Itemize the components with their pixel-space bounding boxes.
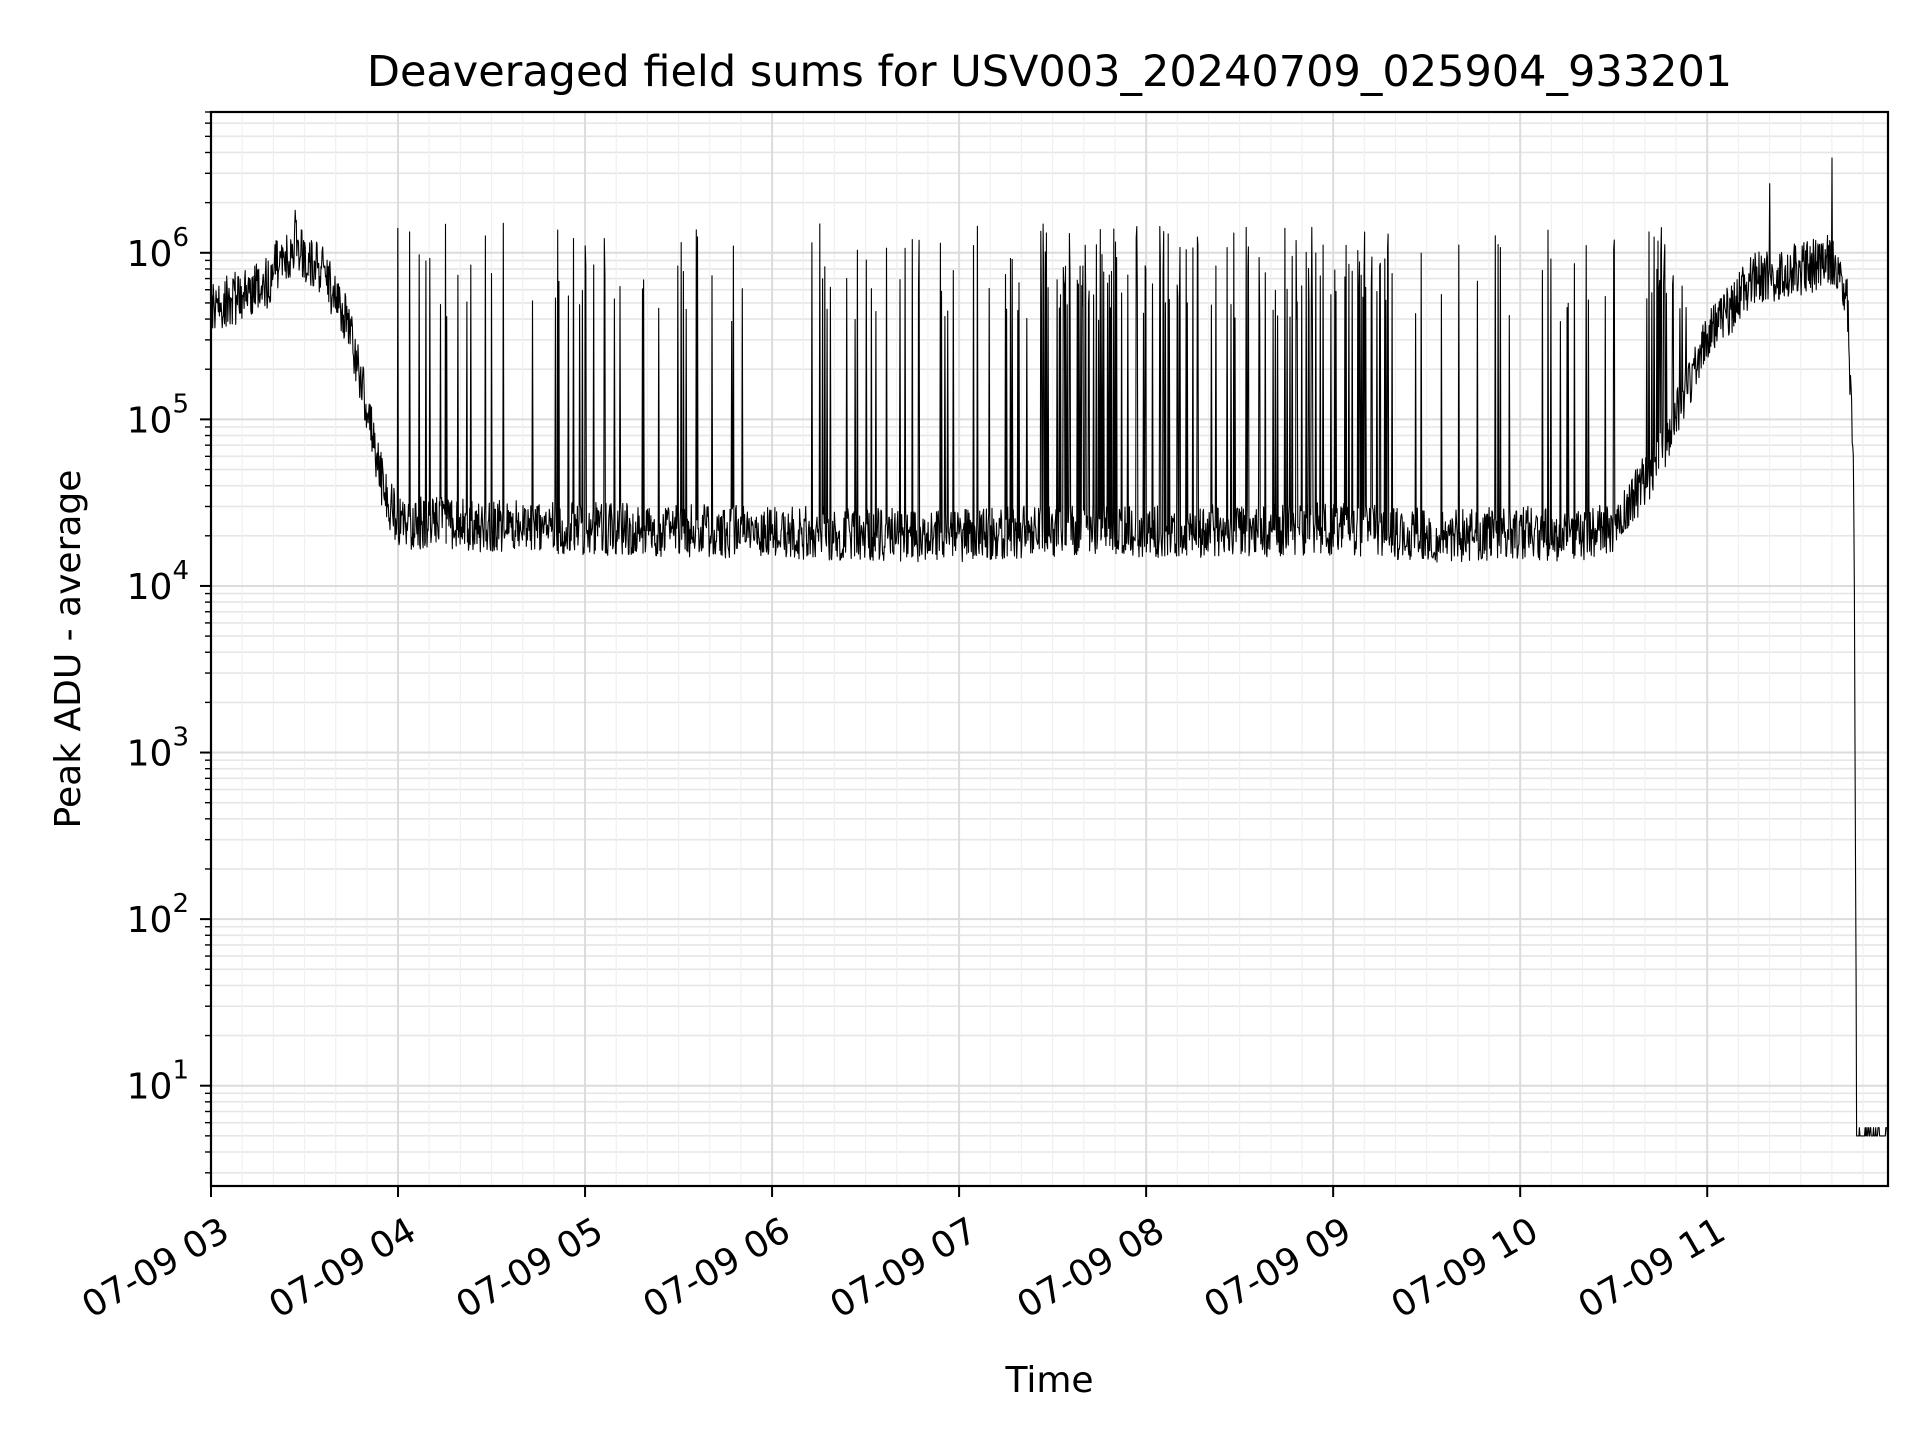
series-line	[210, 157, 1889, 1137]
plot-frame	[209, 110, 1890, 1188]
grid-major	[210, 112, 1888, 1186]
y-axis-label: Peak ADU - average	[48, 470, 89, 829]
chart-title: Deaveraged field sums for USV003_2024070…	[367, 47, 1732, 97]
plot-line-group	[210, 157, 1889, 1137]
grid-minor	[211, 111, 1888, 1186]
x-axis-label: Time	[1004, 1360, 1093, 1401]
